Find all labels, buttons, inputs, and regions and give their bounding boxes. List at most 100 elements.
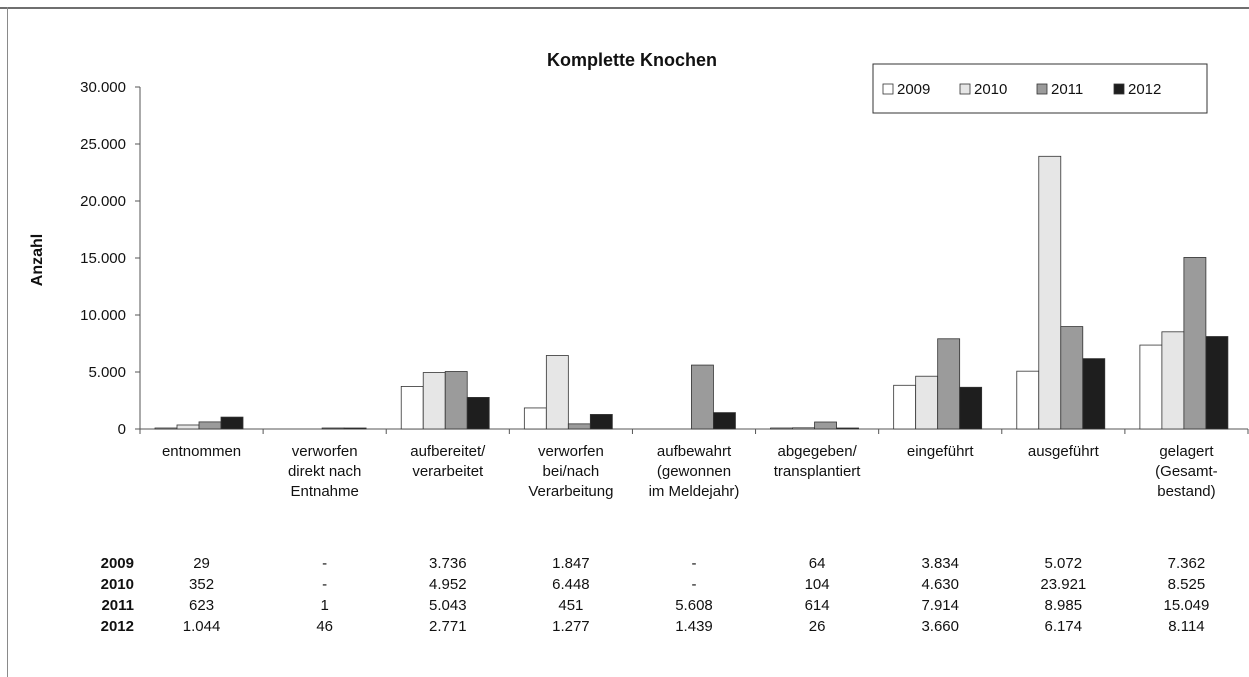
x-category-label: ausgeführt — [1028, 443, 1100, 460]
legend-label: 2012 — [1128, 81, 1161, 98]
legend: 2009 2010 2011 2012 — [872, 63, 1208, 114]
bars — [154, 155, 1229, 430]
table-cell: 451 — [558, 597, 583, 614]
table-cell: 1.277 — [552, 618, 590, 635]
bar-2011-8 — [1183, 257, 1207, 430]
table-cell: 8.525 — [1168, 576, 1206, 593]
table-cell: 1.044 — [183, 618, 221, 635]
table-cell: 1.439 — [675, 618, 713, 635]
x-category-label: bei/nach — [543, 463, 600, 480]
bar-2011-7 — [1060, 326, 1084, 430]
bar-2012-6 — [959, 386, 983, 430]
data-table: 2009 29 - 3.736 1.847 - 64 3.834 5.072 7.362 2010 3… — [101, 555, 1210, 635]
legend-label: 2011 — [1051, 81, 1083, 98]
x-category-label: Entnahme — [290, 483, 358, 500]
frame-top-border — [0, 7, 1249, 9]
table-row-year: 2009 — [101, 555, 134, 572]
x-category-label: aufbereitet/ — [410, 443, 486, 460]
bar-2010-6 — [915, 375, 939, 430]
table-cell: 352 — [189, 576, 214, 593]
bar-2009-0 — [154, 427, 178, 430]
table-cell: 5.608 — [675, 597, 713, 614]
table-cell: 2.771 — [429, 618, 467, 635]
bar-2009-3 — [523, 407, 547, 430]
x-category-label: direkt nach — [288, 463, 361, 480]
x-category-label: verworfen — [538, 443, 604, 460]
bar-2009-6 — [893, 384, 917, 430]
bar-2012-3 — [589, 414, 613, 430]
legend-label: 2009 — [897, 81, 930, 98]
table-cell: 23.921 — [1040, 576, 1086, 593]
x-category-label: eingeführt — [907, 443, 975, 460]
bar-2010-3 — [545, 355, 569, 430]
bar-2012-8 — [1205, 336, 1229, 430]
table-cell: 1 — [320, 597, 328, 614]
bar-2012-2 — [466, 397, 490, 430]
table-cell: - — [692, 576, 697, 593]
x-category-label: Verarbeitung — [528, 483, 613, 500]
table-cell: 8.985 — [1045, 597, 1083, 614]
table-cell: 5.043 — [429, 597, 467, 614]
y-tick-label: 5.000 — [88, 364, 126, 381]
table-cell: 3.660 — [921, 618, 959, 635]
table-cell: 104 — [805, 576, 830, 593]
table-cell: 6.448 — [552, 576, 590, 593]
bar-2010-0 — [176, 424, 200, 430]
bar-2009-8 — [1139, 344, 1163, 430]
x-category-label: aufbewahrt — [657, 443, 732, 460]
table-cell: 8.114 — [1168, 618, 1204, 635]
table-cell: 614 — [805, 597, 830, 614]
table-cell: 46 — [316, 618, 333, 635]
table-cell: 7.362 — [1168, 555, 1206, 572]
table-cell: 3.834 — [921, 555, 959, 572]
x-category-label: abgegeben/ — [777, 443, 857, 460]
bar-2009-7 — [1016, 370, 1040, 430]
bar-2012-1 — [343, 427, 367, 430]
table-cell: 15.049 — [1163, 597, 1209, 614]
x-category-label: entnommen — [162, 443, 241, 460]
table-cell: 6.174 — [1045, 618, 1083, 635]
legend-swatch — [1036, 83, 1048, 95]
bar-2011-2 — [444, 371, 468, 430]
bar-2012-7 — [1082, 358, 1106, 430]
legend-swatch — [1113, 83, 1125, 95]
bar-2010-8 — [1161, 331, 1185, 430]
legend-swatch — [882, 83, 894, 95]
x-category-label: transplantiert — [774, 463, 862, 480]
bar-2012-5 — [836, 427, 859, 430]
y-tick-label: 30.000 — [80, 79, 126, 96]
bar-2012-0 — [220, 416, 244, 430]
table-cell: 4.630 — [921, 576, 959, 593]
x-category-label: (Gesamt- — [1155, 463, 1218, 480]
bar-2012-4 — [713, 412, 736, 430]
table-cell: 4.952 — [429, 576, 467, 593]
table-row-year: 2011 — [101, 597, 134, 614]
table-cell: - — [692, 555, 697, 572]
table-cell: 29 — [193, 555, 210, 572]
y-tick-label: 0 — [118, 421, 126, 438]
bar-2011-6 — [937, 338, 961, 430]
bar-2010-5 — [792, 427, 815, 430]
table-cell: 7.914 — [921, 597, 959, 614]
bar-2011-0 — [198, 421, 222, 430]
table-cell: - — [322, 555, 327, 572]
table-cell: 3.736 — [429, 555, 467, 572]
bar-2009-5 — [770, 427, 793, 430]
table-cell: - — [322, 576, 327, 593]
bar-2010-2 — [422, 372, 446, 430]
bar-2009-2 — [400, 386, 424, 430]
y-tick-label: 15.000 — [80, 250, 126, 267]
bar-2010-7 — [1038, 155, 1062, 430]
y-tick-label: 10.000 — [80, 307, 126, 324]
x-category-label: verworfen — [292, 443, 358, 460]
axes: 0 5.000 10.000 15.000 20.000 25.000 30.000 entn… — [80, 79, 1249, 500]
chart-title: Komplette Knochen — [547, 50, 717, 70]
legend-label: 2010 — [974, 81, 1007, 98]
x-category-label: im Meldejahr) — [649, 483, 740, 500]
frame-left-border — [7, 7, 8, 677]
table-row-year: 2010 — [101, 576, 134, 593]
table-cell: 623 — [189, 597, 214, 614]
x-category-label: bestand) — [1157, 483, 1215, 500]
table-cell: 26 — [809, 618, 826, 635]
